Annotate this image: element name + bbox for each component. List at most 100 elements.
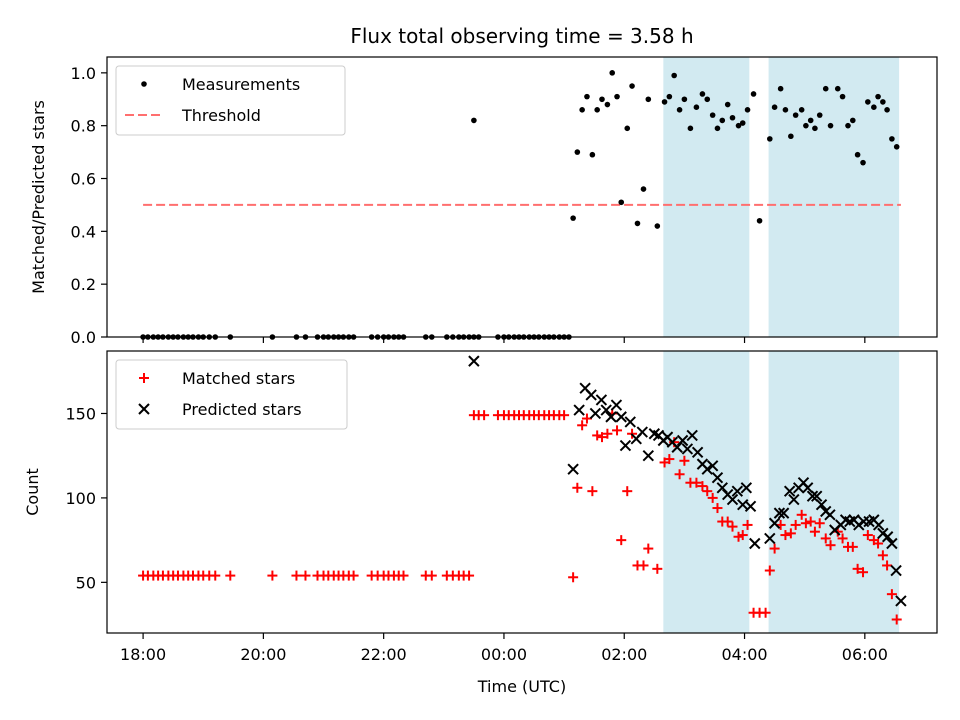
data-point xyxy=(800,518,811,529)
data-point xyxy=(862,530,873,541)
data-point xyxy=(676,107,683,113)
x-b xyxy=(806,490,819,502)
y-tick-label: 150 xyxy=(65,404,96,423)
data-point xyxy=(697,481,708,492)
data-point xyxy=(807,117,814,124)
data-point xyxy=(616,535,627,546)
data-point xyxy=(664,454,675,465)
data-point xyxy=(849,117,856,124)
data-point xyxy=(612,425,623,436)
data-point xyxy=(727,521,738,532)
legend-marker xyxy=(138,403,150,415)
data-point xyxy=(589,151,596,158)
data-point xyxy=(581,413,592,424)
x-b xyxy=(636,426,648,438)
data-point xyxy=(881,531,894,543)
legend-label: Measurements xyxy=(182,75,300,94)
x-tick-label: 02:00 xyxy=(601,645,647,664)
data-point xyxy=(584,93,590,100)
data-point xyxy=(599,96,605,103)
data-point xyxy=(822,85,829,92)
data-point xyxy=(726,493,739,506)
data-point xyxy=(707,492,718,503)
legend-label: Matched stars xyxy=(182,369,295,388)
data-point xyxy=(398,570,409,581)
data-point xyxy=(572,482,583,493)
data-point xyxy=(573,404,585,416)
data-point xyxy=(722,516,733,527)
x-b xyxy=(706,460,719,472)
data-point xyxy=(577,420,588,431)
data-point xyxy=(574,149,581,155)
x-b xyxy=(824,509,836,521)
data-point xyxy=(760,607,771,618)
data-point xyxy=(806,490,819,502)
data-point xyxy=(671,72,677,79)
x-b xyxy=(468,355,480,367)
series-predicted-stars xyxy=(468,355,907,607)
data-point xyxy=(839,93,846,100)
data-point xyxy=(687,125,694,132)
data-point xyxy=(891,614,902,625)
data-point xyxy=(605,411,617,423)
data-point xyxy=(877,527,889,540)
data-point xyxy=(790,519,801,530)
x-b xyxy=(872,519,885,531)
data-point xyxy=(642,449,655,462)
data-point xyxy=(618,199,625,206)
data-point xyxy=(872,519,885,531)
data-point xyxy=(701,463,713,475)
data-point xyxy=(769,543,780,554)
data-point xyxy=(624,125,631,132)
x-b xyxy=(579,382,591,394)
x-tick-label: 18:00 xyxy=(120,645,166,664)
data-point xyxy=(589,407,602,420)
data-point xyxy=(873,538,884,549)
data-point xyxy=(636,426,648,438)
x-b xyxy=(877,527,889,540)
data-point xyxy=(645,96,652,103)
x-axis-title: Time (UTC) xyxy=(477,677,566,696)
data-point xyxy=(853,519,865,531)
data-point xyxy=(893,144,900,150)
x-b xyxy=(726,493,739,506)
data-point xyxy=(652,563,663,574)
data-point xyxy=(691,446,704,459)
data-point xyxy=(712,503,723,514)
data-point xyxy=(468,355,480,367)
data-point xyxy=(837,533,848,544)
legend-marker xyxy=(141,81,147,87)
data-point xyxy=(587,486,598,497)
data-point xyxy=(702,486,713,497)
x-b xyxy=(801,482,814,494)
data-point xyxy=(640,186,647,192)
observing-window-1 xyxy=(663,57,750,337)
data-point xyxy=(815,498,828,511)
x-b xyxy=(642,449,655,462)
x-b xyxy=(890,564,902,577)
data-point xyxy=(801,482,814,494)
x-b xyxy=(691,446,704,459)
data-point xyxy=(693,104,700,110)
x-b xyxy=(624,416,636,428)
data-point xyxy=(711,471,724,484)
data-point xyxy=(877,550,888,561)
data-point xyxy=(858,567,869,578)
x-b xyxy=(610,399,623,411)
axes-frame xyxy=(106,350,938,634)
x-b xyxy=(676,434,689,447)
y-tick-label: 100 xyxy=(65,489,96,508)
data-point xyxy=(714,125,721,132)
data-point xyxy=(764,532,776,545)
data-point xyxy=(624,416,636,428)
x-b xyxy=(711,471,724,484)
data-point xyxy=(773,507,786,519)
x-b xyxy=(853,519,865,531)
data-point xyxy=(661,99,668,105)
data-point xyxy=(619,439,632,452)
x-b xyxy=(615,411,627,423)
x-tick-label: 22:00 xyxy=(361,645,407,664)
data-point xyxy=(890,564,902,577)
y-tick-label: 0.4 xyxy=(71,222,96,241)
data-point xyxy=(792,112,799,118)
